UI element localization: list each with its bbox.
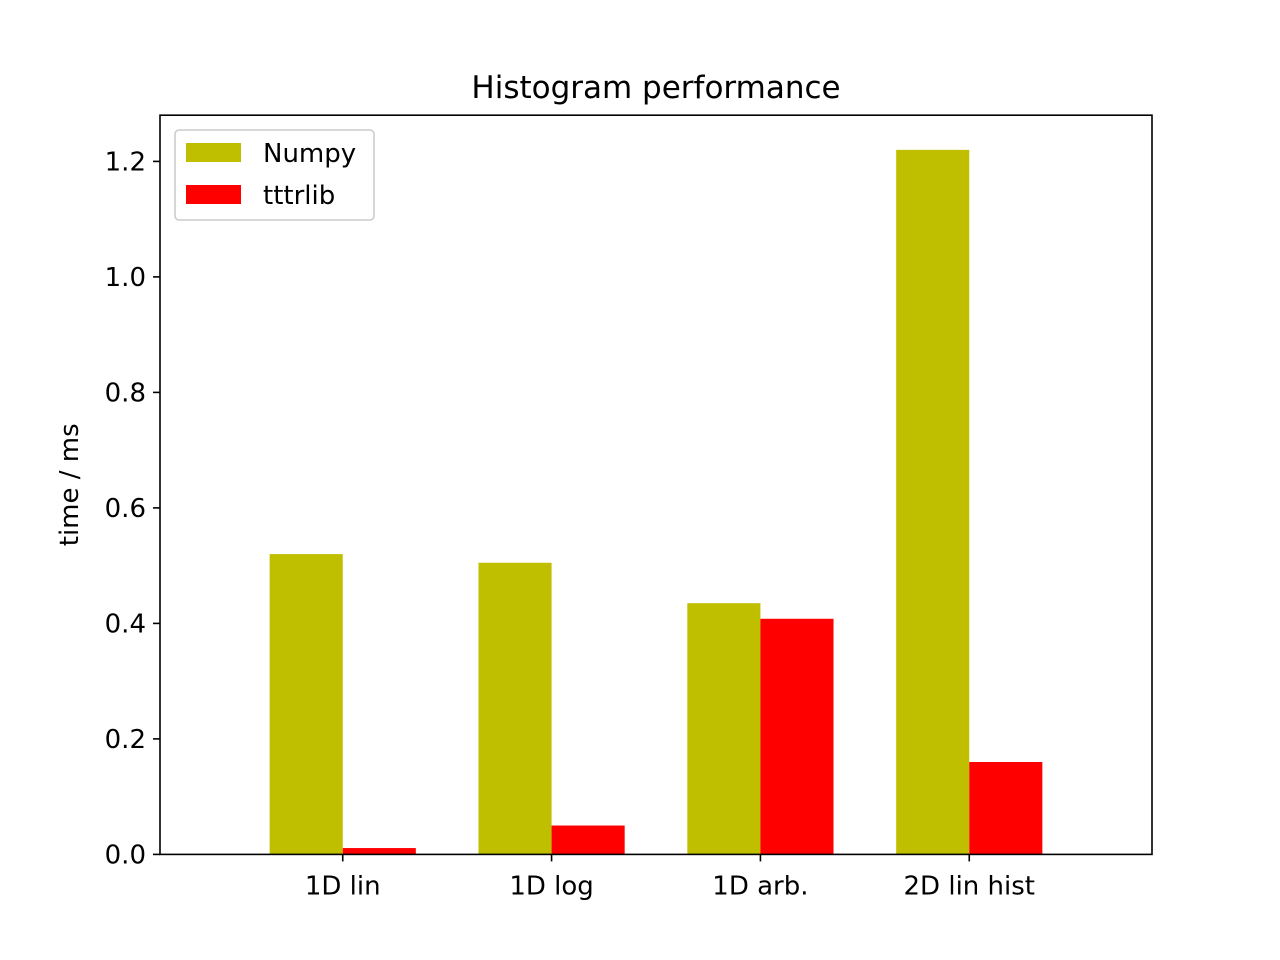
bar-numpy-1: [478, 562, 552, 855]
y-tick-label: 0.6: [105, 494, 146, 524]
y-tick-label: 0.2: [105, 725, 146, 755]
legend-label-tttrlib: tttrlib: [263, 181, 335, 211]
x-axis: 1D lin 1D log 1D arb. 2D lin hist: [305, 854, 1035, 901]
legend-swatch-tttrlib: [186, 185, 241, 204]
bar-tttrlib-3: [969, 762, 1043, 855]
bars-layer: [269, 149, 1043, 855]
x-tick-label: 2D lin hist: [904, 871, 1035, 901]
bar-tttrlib-0: [342, 848, 416, 855]
y-tick-label: 1.2: [105, 147, 146, 177]
bar-tttrlib-1: [551, 825, 625, 855]
legend[interactable]: Numpy tttrlib: [174, 129, 375, 221]
bar-tttrlib-2: [760, 618, 834, 855]
y-tick-label: 0.0: [105, 840, 146, 870]
x-tick-label: 1D log: [509, 871, 593, 901]
y-tick-label: 0.8: [105, 378, 146, 408]
y-tick-label: 1.0: [105, 263, 146, 293]
x-tick-label: 1D arb.: [712, 871, 808, 901]
legend-label-numpy: Numpy: [263, 139, 356, 169]
bar-numpy-3: [896, 149, 970, 855]
bar-numpy-0: [269, 554, 343, 855]
y-tick-label: 0.4: [105, 609, 146, 639]
bar-numpy-2: [687, 603, 761, 855]
chart-title: Histogram performance: [471, 70, 840, 106]
x-tick-label: 1D lin: [305, 871, 381, 901]
y-axis-label: time / ms: [55, 423, 85, 546]
plot-frame: [159, 114, 1153, 856]
legend-swatch-numpy: [186, 143, 241, 162]
y-axis: 0.0 0.2 0.4 0.6 0.8 1.0 1.2: [105, 147, 160, 870]
